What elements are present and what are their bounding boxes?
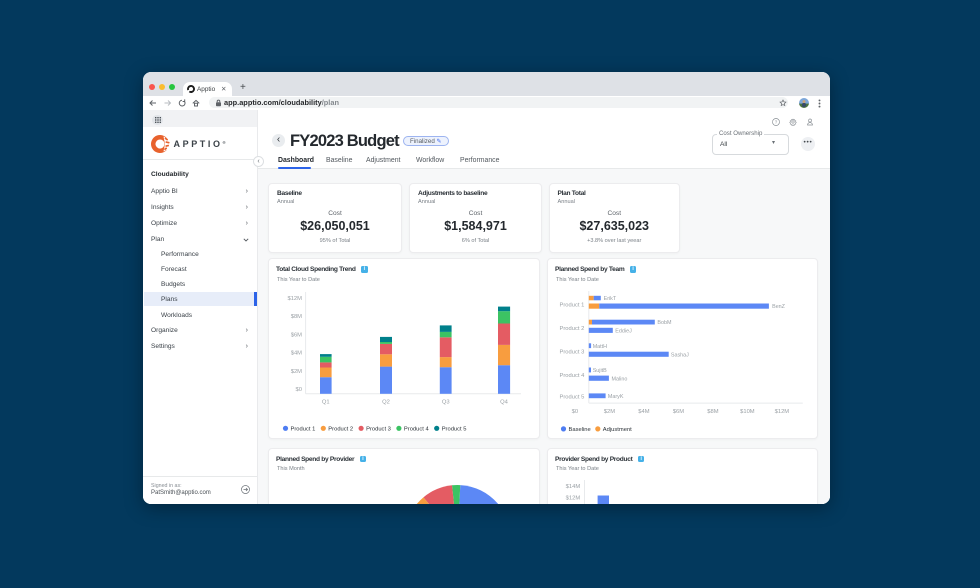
svg-text:Product 2: Product 2 xyxy=(559,326,584,332)
svg-text:$0: $0 xyxy=(296,387,302,393)
svg-text:$10M: $10M xyxy=(740,409,755,415)
svg-text:Product 1: Product 1 xyxy=(291,426,316,432)
svg-text:$6M: $6M xyxy=(291,332,302,338)
svg-text:$6M: $6M xyxy=(673,409,684,415)
svg-text:Q2: Q2 xyxy=(382,400,390,406)
svg-text:Product 1: Product 1 xyxy=(559,303,584,309)
svg-text:?: ? xyxy=(775,119,778,124)
svg-text:Q3: Q3 xyxy=(442,400,450,406)
svg-text:$4M: $4M xyxy=(638,409,649,415)
svg-text:MattH: MattH xyxy=(593,344,607,350)
svg-text:$12M: $12M xyxy=(566,495,581,501)
svg-text:Product 4: Product 4 xyxy=(404,426,430,432)
svg-text:Baseline: Baseline xyxy=(569,427,591,433)
svg-text:EddieJ: EddieJ xyxy=(615,329,632,335)
svg-text:ErikT: ErikT xyxy=(604,296,617,302)
svg-text:Product 5: Product 5 xyxy=(559,395,584,401)
svg-text:BenZ: BenZ xyxy=(772,304,786,310)
svg-text:SujitB: SujitB xyxy=(593,368,607,374)
svg-text:Product 3: Product 3 xyxy=(559,349,584,355)
svg-text:MaryK: MaryK xyxy=(608,394,624,400)
svg-text:Malino: Malino xyxy=(612,376,628,382)
svg-text:Adjustment: Adjustment xyxy=(603,427,632,433)
svg-text:$2M: $2M xyxy=(604,409,615,415)
svg-text:Product 3: Product 3 xyxy=(366,426,391,432)
svg-text:$14M: $14M xyxy=(566,484,581,490)
svg-text:$0: $0 xyxy=(572,409,578,415)
svg-text:$12M: $12M xyxy=(775,409,790,415)
svg-text:$12M: $12M xyxy=(287,296,302,302)
svg-text:BobM: BobM xyxy=(657,320,672,326)
svg-text:SashaJ: SashaJ xyxy=(671,352,689,358)
svg-text:Q4: Q4 xyxy=(500,400,509,406)
svg-text:$8M: $8M xyxy=(291,314,302,320)
svg-text:Product 5: Product 5 xyxy=(442,426,467,432)
svg-text:$8M: $8M xyxy=(707,409,718,415)
svg-text:$4M: $4M xyxy=(291,351,302,357)
svg-text:Product 2: Product 2 xyxy=(328,426,353,432)
svg-text:$2M: $2M xyxy=(291,369,302,375)
svg-text:Q1: Q1 xyxy=(322,400,330,406)
svg-text:Product 4: Product 4 xyxy=(559,373,585,379)
